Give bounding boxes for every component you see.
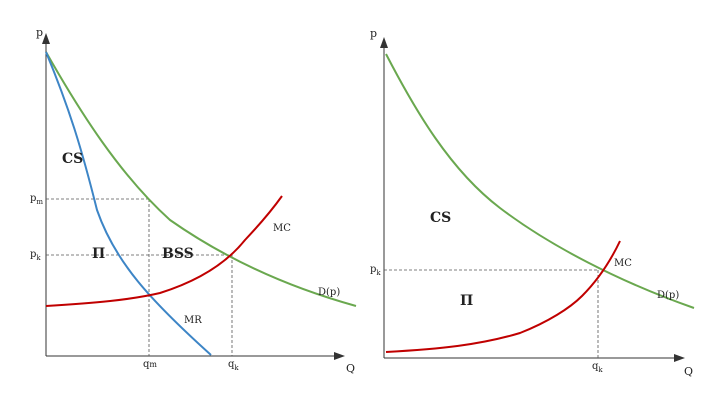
right-label-demand: D(p): [657, 290, 679, 301]
left-y-axis-label: p: [36, 26, 43, 39]
left-tick-pm: pm: [30, 193, 43, 206]
left-mc-curve: [45, 195, 283, 307]
right-demand-curve: [385, 53, 695, 309]
competition-panel: p Q pk qk CS Π MC D(p): [370, 27, 695, 378]
left-x-axis-label: Q: [346, 362, 355, 375]
right-tick-pk: pk: [370, 264, 381, 277]
right-region-cs: CS: [430, 210, 451, 226]
left-region-cs: CS: [62, 151, 83, 167]
left-tick-qk: qk: [228, 359, 239, 372]
left-mr-curve: [45, 51, 212, 356]
monopoly-panel: p Q pm pk qm qk CS Π BSS MC D(p) MR: [30, 26, 357, 375]
left-tick-qm: qm: [143, 359, 157, 370]
left-x-axis-arrow: [334, 352, 345, 360]
right-y-axis-label: p: [370, 27, 377, 40]
left-region-profit: Π: [92, 246, 105, 262]
left-label-mr: MR: [184, 315, 202, 326]
left-label-demand: D(p): [318, 287, 340, 298]
left-y-axis-arrow: [42, 33, 50, 44]
left-demand-curve: [45, 51, 357, 307]
right-y-axis-arrow: [380, 37, 388, 48]
right-label-mc: MC: [614, 258, 632, 269]
right-x-axis-label: Q: [684, 365, 693, 378]
right-mc-curve: [385, 240, 621, 353]
right-tick-qk: qk: [592, 361, 603, 374]
right-x-axis-arrow: [674, 354, 685, 362]
right-region-profit: Π: [460, 293, 473, 309]
left-tick-pk: pk: [30, 249, 41, 262]
left-label-mc: MC: [273, 223, 291, 234]
left-region-bss: BSS: [162, 246, 194, 262]
